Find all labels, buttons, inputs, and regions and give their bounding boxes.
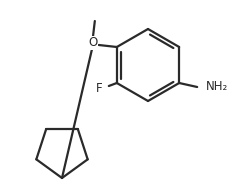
Text: F: F — [95, 82, 102, 96]
Text: NH₂: NH₂ — [205, 80, 227, 93]
Text: O: O — [88, 36, 97, 49]
